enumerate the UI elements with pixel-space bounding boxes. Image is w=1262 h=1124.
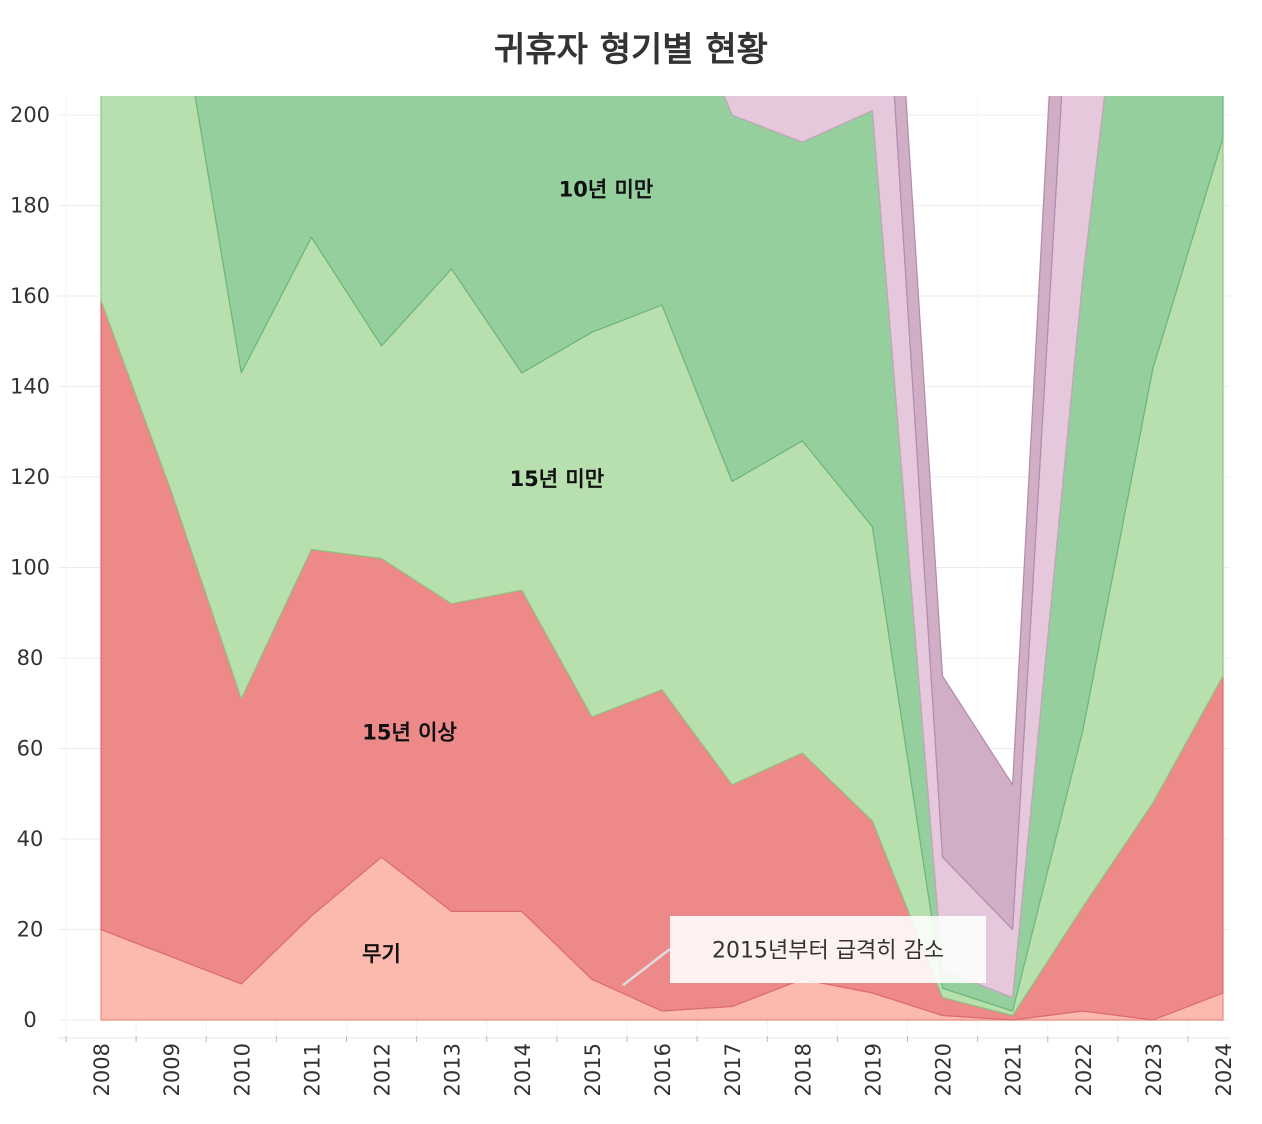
chart-title: 귀휴자 형기별 현황 [494,30,768,70]
annotation-text: 2015년부터 급격히 감소 [712,939,944,964]
x-tick-label: 2017 [721,1043,745,1096]
x-tick-label: 2012 [371,1043,395,1096]
x-tick-label: 2013 [441,1043,465,1096]
x-tick-label: 2008 [90,1043,114,1096]
x-tick-label: 2010 [230,1043,254,1096]
x-tick-label: 2014 [511,1043,535,1096]
y-tick-label: 40 [17,827,44,851]
y-axis: 0 20 40 60 80 100 120 140 160 180 200 [10,103,50,1032]
y-tick-label: 80 [17,646,44,670]
y-tick-label: 100 [10,556,50,580]
x-tick-label: 2021 [1002,1043,1026,1096]
annotation-box [670,916,986,983]
y-tick-label: 60 [17,737,44,761]
area-series-5 [893,96,1063,931]
series-label: 10년 미만 [559,177,654,201]
y-tick-label: 20 [17,918,44,942]
x-tick-label: 2024 [1212,1043,1236,1096]
y-tick-label: 200 [10,103,50,127]
x-tick-label: 2015 [581,1043,605,1096]
annotation: 2015년부터 급격히 감소 [622,916,986,987]
y-tick-label: 120 [10,465,50,489]
x-tick-label: 2023 [1142,1043,1166,1096]
x-axis: 2008 2009 2010 2011 2012 2013 2014 2015 2016 2017… [58,1036,1236,1096]
series-label: 무기 [362,942,401,966]
series-label: 15년 이상 [362,720,457,744]
area-series-group [100,96,1224,1021]
x-tick-label: 2018 [791,1043,815,1096]
x-tick-label: 2009 [160,1043,184,1096]
y-tick-label: 0 [23,1008,36,1032]
x-tick-label: 2019 [861,1043,885,1096]
x-tick-label: 2022 [1072,1043,1096,1096]
y-tick-label: 180 [10,194,50,218]
area-series-3 [194,96,1224,1012]
area-series-4 [723,96,1106,998]
series-label: 15년 미만 [510,467,605,491]
y-tick-label: 160 [10,284,50,308]
annotation-leader-line [622,948,671,987]
y-tick-label: 140 [10,375,50,399]
x-tick-label: 2016 [651,1043,675,1096]
x-tick-label: 2011 [300,1043,324,1096]
x-tick-label: 2020 [932,1043,956,1096]
